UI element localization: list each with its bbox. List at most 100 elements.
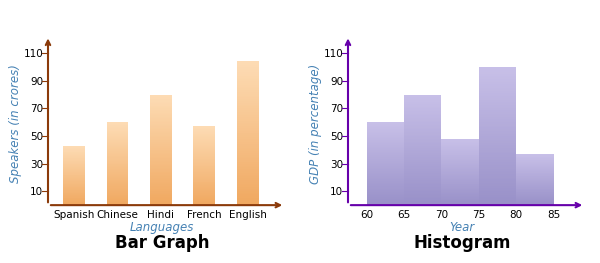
Bar [442, 140, 479, 141]
Bar [404, 180, 442, 182]
Bar [237, 139, 259, 140]
Bar [63, 198, 85, 199]
Bar [150, 100, 172, 102]
Bar [63, 193, 85, 194]
Bar [404, 138, 442, 139]
Bar [442, 144, 479, 145]
Bar [479, 160, 516, 162]
Bar [479, 83, 516, 84]
Bar [442, 175, 479, 176]
Bar [479, 176, 516, 178]
Bar [193, 195, 215, 196]
Bar [193, 198, 215, 199]
Bar [150, 153, 172, 154]
Bar [516, 164, 554, 165]
Bar [516, 203, 554, 204]
Bar [63, 178, 85, 179]
Bar [63, 183, 85, 184]
Bar [367, 129, 404, 130]
Bar [107, 129, 128, 130]
Bar [442, 159, 479, 160]
Bar [237, 83, 259, 85]
Bar [107, 167, 128, 168]
Bar [442, 203, 479, 204]
Bar [237, 124, 259, 126]
Bar [404, 193, 442, 194]
Bar [404, 168, 442, 169]
Bar [193, 185, 215, 186]
Bar [367, 165, 404, 166]
Bar [404, 125, 442, 127]
Bar [107, 136, 128, 137]
Bar [479, 105, 516, 107]
Bar [516, 171, 554, 172]
Bar [404, 95, 442, 96]
Bar [479, 188, 516, 190]
Bar [107, 197, 128, 198]
Bar [404, 127, 442, 128]
Bar [367, 128, 404, 129]
Bar [479, 72, 516, 74]
Bar [442, 154, 479, 155]
Bar [367, 141, 404, 142]
Bar [367, 137, 404, 138]
Bar [404, 115, 442, 117]
Bar [516, 190, 554, 191]
Bar [367, 144, 404, 145]
Bar [367, 196, 404, 197]
Bar [404, 162, 442, 164]
Y-axis label: Speakers (in crores): Speakers (in crores) [9, 64, 22, 183]
Bar [404, 171, 442, 172]
Bar [237, 115, 259, 117]
Bar [107, 163, 128, 164]
Bar [193, 170, 215, 171]
Bar [63, 172, 85, 173]
Bar [516, 162, 554, 163]
Bar [479, 181, 516, 183]
Bar [442, 179, 479, 180]
Bar [367, 127, 404, 128]
Bar [150, 179, 172, 180]
Bar [442, 188, 479, 189]
Bar [367, 169, 404, 170]
Bar [63, 162, 85, 163]
Bar [63, 195, 85, 196]
Bar [367, 123, 404, 124]
Bar [479, 88, 516, 89]
Bar [237, 119, 259, 121]
Bar [237, 182, 259, 184]
Bar [516, 176, 554, 177]
Bar [367, 158, 404, 159]
Bar [479, 110, 516, 112]
Bar [442, 199, 479, 200]
Bar [479, 196, 516, 198]
Bar [367, 181, 404, 182]
Bar [516, 180, 554, 181]
Bar [237, 108, 259, 110]
Bar [107, 158, 128, 159]
Bar [367, 153, 404, 154]
Bar [516, 184, 554, 185]
Bar [367, 148, 404, 149]
Bar [479, 148, 516, 150]
Bar [107, 173, 128, 174]
Bar [479, 96, 516, 98]
Bar [63, 196, 85, 197]
Bar [404, 164, 442, 165]
Bar [479, 108, 516, 110]
Bar [107, 178, 128, 179]
Bar [367, 184, 404, 185]
Bar [150, 111, 172, 113]
Bar [442, 180, 479, 181]
Bar [150, 162, 172, 164]
Bar [479, 178, 516, 179]
Bar [150, 166, 172, 168]
Bar [237, 72, 259, 74]
Bar [516, 174, 554, 175]
Bar [442, 157, 479, 158]
Bar [442, 193, 479, 194]
Bar [237, 67, 259, 69]
Bar [193, 145, 215, 146]
Bar [107, 199, 128, 200]
Bar [404, 179, 442, 180]
